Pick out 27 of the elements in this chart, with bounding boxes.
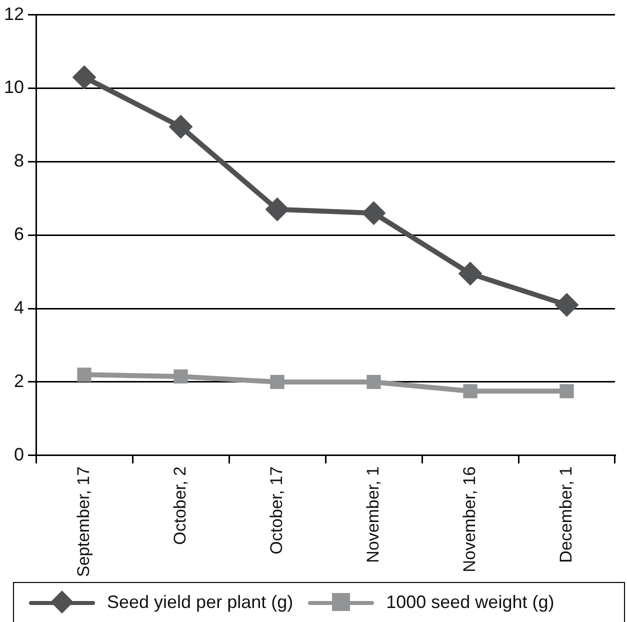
y-tick-label: 12 (4, 4, 24, 24)
y-tick-label: 6 (14, 224, 24, 244)
point (366, 374, 381, 390)
x-tick-label: September, 17 (74, 466, 93, 578)
y-tick-label: 4 (14, 298, 24, 318)
point (174, 369, 188, 384)
y-tick-label: 0 (14, 444, 24, 464)
point (458, 262, 482, 286)
point (77, 368, 92, 382)
point (362, 201, 386, 226)
point (265, 197, 290, 222)
x-tick-label: November, 1 (363, 466, 382, 563)
x-tick-label: December, 1 (556, 466, 576, 563)
y-tick-label: 2 (14, 370, 24, 391)
point (560, 384, 574, 398)
point (168, 114, 193, 139)
x-tick-label: October, 2 (170, 466, 190, 545)
x-tick-label: November, 16 (460, 466, 479, 572)
legend-label: 1000 seed weight (g) (386, 592, 554, 613)
y-tick-label: 8 (14, 150, 24, 171)
point (72, 65, 96, 90)
point (270, 374, 284, 390)
legend-label: Seed yield per plant (g) (107, 592, 294, 613)
y-tick-label: 10 (4, 77, 24, 98)
point (463, 384, 478, 398)
x-tick-label: October, 17 (266, 466, 286, 554)
point (554, 292, 579, 317)
